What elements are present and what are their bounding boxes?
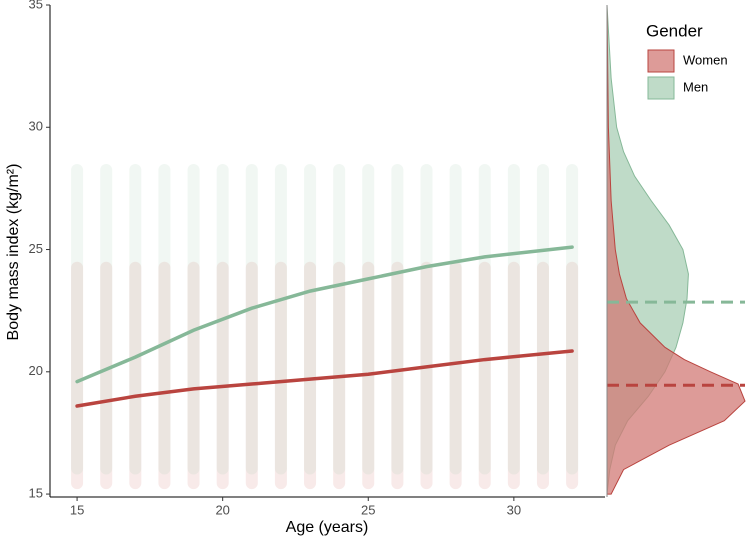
point-cloud: [566, 261, 579, 490]
point-cloud: [420, 163, 433, 475]
legend-title: Gender: [646, 21, 703, 40]
point-cloud: [507, 261, 520, 490]
trend-line: [75, 349, 574, 408]
legend-label: Women: [683, 52, 728, 67]
x-tick-label: 20: [215, 502, 229, 517]
point-cloud: [129, 261, 142, 490]
point-cloud: [274, 163, 287, 475]
point-cloud: [420, 261, 433, 490]
point-cloud: [536, 261, 549, 490]
point-cloud: [245, 163, 258, 475]
point-cloud: [391, 163, 404, 475]
point-cloud: [245, 261, 258, 490]
y-tick-label: 35: [29, 0, 43, 11]
point-cloud: [566, 163, 579, 475]
point-cloud: [304, 163, 317, 475]
point-cloud: [71, 163, 84, 475]
y-tick-label: 30: [29, 119, 43, 134]
y-tick-label: 20: [29, 363, 43, 378]
point-cloud: [304, 261, 317, 490]
legend-label: Men: [683, 79, 708, 94]
point-cloud: [71, 261, 84, 490]
point-cloud: [187, 163, 200, 475]
y-tick-label: 25: [29, 241, 43, 256]
point-cloud: [100, 163, 113, 475]
x-axis-title: Age (years): [286, 519, 369, 536]
point-cloud: [391, 261, 404, 490]
trend-line: [75, 245, 574, 384]
point-cloud: [449, 261, 462, 490]
point-cloud: [158, 261, 171, 490]
y-tick-label: 15: [29, 486, 43, 501]
density-area: [606, 4, 746, 495]
y-axis-title: Body mass index (kg/m²): [5, 164, 22, 341]
x-tick-label: 15: [70, 502, 84, 517]
point-cloud: [187, 261, 200, 490]
x-tick-label: 25: [361, 502, 375, 517]
point-cloud: [274, 261, 287, 490]
point-cloud: [129, 163, 142, 475]
legend-key: [647, 49, 675, 73]
x-tick-label: 30: [507, 502, 521, 517]
point-cloud: [478, 163, 491, 475]
point-cloud: [362, 163, 375, 475]
point-cloud: [449, 163, 462, 475]
point-cloud: [158, 163, 171, 475]
point-cloud: [536, 163, 549, 475]
point-cloud: [478, 261, 491, 490]
legend-key: [647, 76, 675, 100]
point-cloud: [333, 163, 346, 475]
point-cloud: [100, 261, 113, 490]
point-cloud: [507, 163, 520, 475]
